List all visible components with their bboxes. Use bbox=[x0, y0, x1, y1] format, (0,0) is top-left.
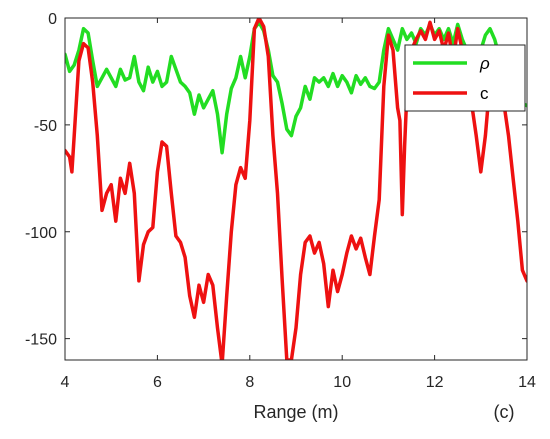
x-axis-label: Range (m) bbox=[253, 402, 338, 422]
series-line-c bbox=[65, 18, 527, 360]
x-tick-label: 10 bbox=[333, 374, 351, 391]
legend-box bbox=[404, 44, 526, 112]
y-tick-label: -150 bbox=[25, 332, 57, 349]
series-layer bbox=[65, 18, 527, 360]
x-tick-label: 4 bbox=[61, 374, 70, 391]
x-tick-label: 6 bbox=[153, 374, 162, 391]
legend: ρ c bbox=[404, 44, 526, 112]
y-tick-label: -50 bbox=[34, 118, 57, 135]
x-tick-label: 8 bbox=[245, 374, 254, 391]
y-tick-label: -100 bbox=[25, 225, 57, 242]
x-tick-label: 12 bbox=[426, 374, 444, 391]
legend-label-rho: ρ bbox=[479, 54, 490, 73]
legend-label-c: c bbox=[480, 84, 489, 103]
ticks-layer: 4 6 8 10 12 14 0 -50 -100 -150 bbox=[25, 11, 536, 391]
y-tick-label: 0 bbox=[48, 11, 57, 28]
x-tick-label: 14 bbox=[518, 374, 536, 391]
panel-label: (c) bbox=[494, 402, 515, 422]
plot-frame bbox=[64, 17, 528, 361]
